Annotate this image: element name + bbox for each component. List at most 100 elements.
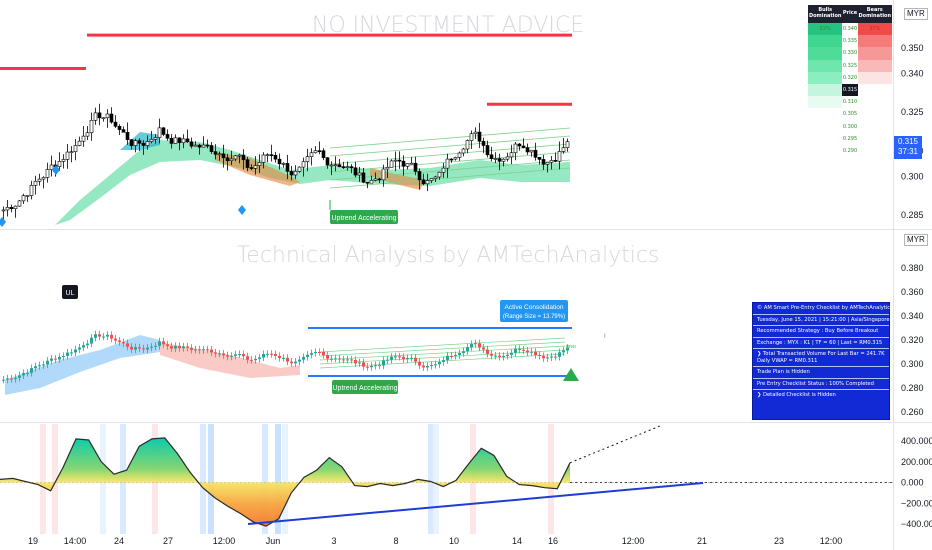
candle-body: [525, 147, 530, 153]
candle-body: [318, 351, 321, 353]
candle-body: [534, 351, 537, 356]
sentiment-stripe: [282, 424, 288, 534]
candle-body: [366, 366, 369, 368]
candle-body: [6, 378, 9, 380]
bull-cell: [808, 120, 843, 133]
candle-body: [213, 151, 218, 155]
y-tick-label-osc: −200.000: [901, 498, 932, 508]
panel-detail: ❯ Detailed Checklist is Hidden: [757, 392, 836, 398]
bull-cell: 62%: [808, 23, 843, 36]
price-cell: 0.310: [842, 99, 858, 106]
candle-body: [378, 365, 381, 367]
sentiment-stripe: [52, 424, 58, 534]
candle-body: [405, 163, 410, 167]
ul-label: UL: [66, 290, 75, 297]
panel-trade-plan: Trade Plan is Hidden: [753, 367, 889, 379]
candle-body: [410, 357, 413, 359]
candle-body: [462, 351, 465, 354]
bulls-header: Bulls Domination: [808, 5, 843, 23]
candle-body: [90, 337, 93, 344]
price-cell: 0.300: [842, 123, 858, 130]
candle-body: [398, 356, 401, 358]
candle-body: [121, 129, 126, 133]
candle-body: [486, 349, 489, 354]
y-tick-label-mid: 0.320: [901, 335, 924, 345]
candle-body: [45, 169, 50, 178]
candle-body: [414, 357, 417, 362]
dominance-row: 0.325: [808, 59, 892, 72]
candle-body: [453, 157, 458, 160]
candle-body: [21, 195, 26, 202]
candle-body: [129, 139, 134, 146]
last-price-value: 0.315: [897, 137, 919, 146]
candle-body: [309, 152, 314, 157]
consolidation-label-box: [500, 300, 568, 322]
price-cell: 0.330: [842, 50, 858, 57]
y-tick-label-top: 0.340: [901, 69, 924, 79]
sentiment-stripe: [262, 424, 268, 534]
candle-body: [285, 163, 290, 172]
candle-body: [146, 347, 149, 350]
candle-body: [370, 365, 373, 368]
candle-body: [485, 145, 490, 156]
candle-body: [358, 362, 361, 364]
sentiment-stripe: [208, 424, 214, 534]
x-tick-label: 12:00: [213, 536, 236, 546]
candle-body: [154, 345, 157, 347]
bear-cell: 37%: [857, 23, 892, 36]
candle-body: [401, 160, 406, 167]
currency-label-mid: MYR: [904, 234, 928, 246]
candle-body: [133, 140, 138, 146]
candle-body: [317, 150, 322, 152]
candle-body: [362, 362, 365, 367]
bear-cell: [857, 59, 892, 72]
candle-body: [25, 195, 30, 197]
signal-diamond: [52, 165, 60, 175]
candle-body: [266, 353, 269, 355]
candle-body: [325, 157, 330, 166]
candle-body: [306, 354, 309, 358]
candle-body: [70, 352, 73, 354]
panel-volume-line-2: Daily VWAP = RM0.311: [757, 357, 818, 364]
candle-body: [241, 154, 246, 161]
candle-body: [326, 355, 329, 359]
candle-body: [209, 145, 214, 152]
candle-body: [49, 164, 54, 170]
candle-body: [298, 359, 301, 362]
candle-body: [418, 361, 421, 366]
candle-body: [229, 158, 234, 162]
candle-body: [542, 356, 545, 359]
candle-body: [198, 349, 201, 351]
price-cell: 0.340: [842, 26, 858, 33]
candle-body: [277, 158, 282, 165]
y-tick-label-mid: 0.360: [901, 287, 924, 297]
candle-body: [537, 157, 542, 160]
dominance-row: 0.295: [808, 132, 892, 145]
candle-body: [302, 357, 305, 360]
price-cell: 0.335: [842, 38, 858, 45]
projection-line: [569, 425, 661, 464]
candle-body: [454, 355, 457, 357]
bull-cell: [808, 96, 843, 109]
y-tick-label-osc: 0.000: [901, 478, 924, 488]
candle-body: [65, 151, 70, 160]
candle-body: [142, 348, 145, 350]
candle-body: [58, 356, 61, 360]
dominance-row: 0.335: [808, 35, 892, 48]
candle-body: [246, 356, 249, 360]
price-cell: 0.320: [842, 74, 858, 81]
candle-body: [457, 152, 462, 158]
candle-body: [50, 358, 53, 361]
cloud-segment: [215, 152, 300, 186]
candle-body: [374, 365, 377, 367]
bears-header: Bears Domination: [857, 5, 892, 23]
y-tick-label-mid: 0.300: [901, 359, 924, 369]
uptrend-label-top: Uptrend Accelerating: [332, 215, 397, 222]
candle-body: [545, 162, 550, 165]
bull-cell: [808, 108, 843, 121]
candle-body: [189, 141, 194, 147]
y-tick-label-mid: 0.280: [901, 383, 924, 393]
candle-body: [214, 352, 217, 354]
candle-body: [421, 179, 426, 185]
